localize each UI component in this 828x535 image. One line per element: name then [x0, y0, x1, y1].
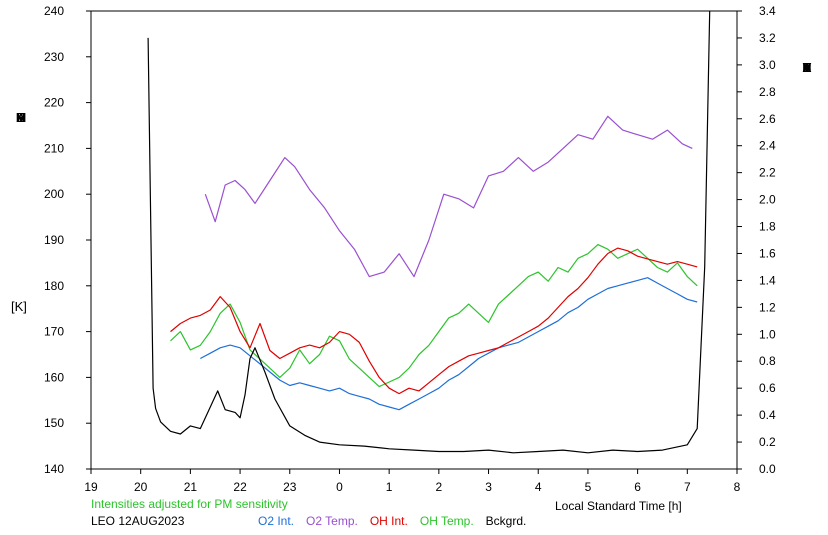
right-tick-label: 2.2 [759, 166, 776, 180]
x-axis-label: Local Standard Time [h] [555, 499, 682, 513]
left-axis-unit: [K] [11, 299, 27, 314]
right-tick-label: 2.0 [759, 193, 776, 207]
legend-entry: O2 Temp. [306, 514, 358, 528]
right-axis-label-letter: N [802, 60, 812, 75]
left-axis-label-letter: U [16, 110, 26, 125]
x-tick-label: 6 [634, 480, 641, 494]
x-tick-label: 20 [134, 480, 148, 494]
x-tick-label: 22 [233, 480, 247, 494]
x-tick-label: 1 [386, 480, 393, 494]
right-tick-label: 0.2 [759, 435, 776, 449]
x-tick-label: 4 [535, 480, 542, 494]
right-axis-label-letter: T [803, 60, 811, 75]
right-axis-label-letter: R [802, 60, 812, 75]
x-tick-label: 21 [184, 480, 198, 494]
series-line-o2-int [200, 277, 698, 411]
right-axis-label-letter: V [802, 60, 812, 75]
right-tick-label: 3.4 [759, 4, 776, 18]
left-axis-label-letter: M [15, 110, 27, 125]
right-tick-label: 3.0 [759, 58, 776, 72]
left-tick-label: 220 [44, 96, 64, 110]
series-line-oh-temp [170, 244, 698, 388]
x-tick-label: 19 [84, 480, 98, 494]
left-axis-label-letter: R [16, 110, 26, 125]
right-tick-label: 1.0 [759, 327, 776, 341]
right-tick-label: 2.4 [759, 139, 776, 153]
legend-entry: O2 Int. [258, 514, 295, 528]
legend-entry: Bckgrd. [485, 514, 527, 528]
legend-entry: OH Temp. [419, 514, 474, 528]
left-tick-label: 170 [44, 325, 64, 339]
right-axis-label-letter: E [802, 60, 812, 75]
right-tick-label: 1.2 [759, 300, 776, 314]
plot-frame [90, 10, 738, 470]
right-tick-label: 1.8 [759, 220, 776, 234]
right-axis-label-letter: S [802, 60, 812, 75]
left-tick-label: 160 [44, 370, 64, 384]
left-axis-label-letter: T [17, 110, 25, 125]
right-axis-label-letter: I [805, 60, 809, 75]
right-tick-label: 0.6 [759, 381, 776, 395]
left-tick-label: 140 [44, 462, 64, 476]
right-tick-label: 2.6 [759, 112, 776, 126]
right-axis-label-letter: Y [802, 60, 812, 75]
x-tick-label: 2 [436, 480, 443, 494]
left-tick-label: 200 [44, 187, 64, 201]
right-tick-label: 3.2 [759, 31, 776, 45]
left-tick-label: 210 [44, 141, 64, 155]
left-axis-label-letter: P [16, 110, 26, 125]
x-tick-label: 5 [585, 480, 592, 494]
series-line-o2-temp [204, 115, 693, 278]
left-axis-label-letter: T [17, 110, 25, 125]
right-tick-label: 0.4 [759, 408, 776, 422]
x-tick-label: 8 [734, 480, 741, 494]
legend: O2 Int. O2 Temp. OH Int. OH Temp. Bckgrd. [258, 514, 526, 528]
legend-entry: OH Int. [369, 514, 408, 528]
x-tick-label: 0 [336, 480, 343, 494]
right-axis-label-letter: I [805, 60, 809, 75]
series-line-oh-int [170, 247, 698, 395]
left-axis-ticks: 140 150 160 170 180 190 200 210 220 230 240 [44, 4, 91, 476]
left-tick-label: 180 [44, 279, 64, 293]
right-tick-label: 0.0 [759, 462, 776, 476]
left-tick-label: 150 [44, 416, 64, 430]
left-axis-label-letter: A [16, 110, 26, 125]
x-tick-label: 23 [283, 480, 297, 494]
station-date: LEO 12AUG2023 [91, 514, 185, 528]
x-tick-label: 7 [684, 480, 691, 494]
left-axis-label-letter: E [16, 110, 26, 125]
right-axis-label-letter: L [803, 60, 811, 75]
right-axis-label-letter: T [803, 60, 811, 75]
right-axis-label-letter: T [803, 60, 811, 75]
left-axis-label-letter: E [16, 110, 26, 125]
right-axis-label-letter: N [802, 60, 812, 75]
x-tick-label: 3 [485, 480, 492, 494]
left-tick-label: 230 [44, 50, 64, 64]
right-tick-label: 1.6 [759, 246, 776, 260]
sensitivity-note: Intensities adjusted for PM sensitivity [91, 497, 288, 511]
right-tick-label: 0.8 [759, 354, 776, 368]
right-axis-label-letter: E [802, 60, 812, 75]
left-axis-label-letter: E [16, 110, 26, 125]
left-tick-label: 190 [44, 233, 64, 247]
right-axis-label-letter: A [802, 60, 812, 75]
left-axis-label-letter: R [16, 110, 26, 125]
right-axis-ticks: 0.0 0.2 0.4 0.6 0.8 1.0 1.2 1.4 1.6 1.8 2.0 2.2 2.4 2… [737, 4, 776, 476]
x-axis-ticks: 19 20 21 22 23 0 1 2 3 4 5 6 7 8 [84, 469, 741, 494]
right-tick-label: 1.4 [759, 273, 776, 287]
left-tick-label: 240 [44, 4, 64, 18]
right-axis-label-letter: E [802, 60, 812, 75]
right-axis-label-letter: I [805, 60, 809, 75]
series-line-bckgrd [147, 10, 711, 454]
series-layer [147, 10, 711, 454]
right-tick-label: 2.8 [759, 85, 776, 99]
